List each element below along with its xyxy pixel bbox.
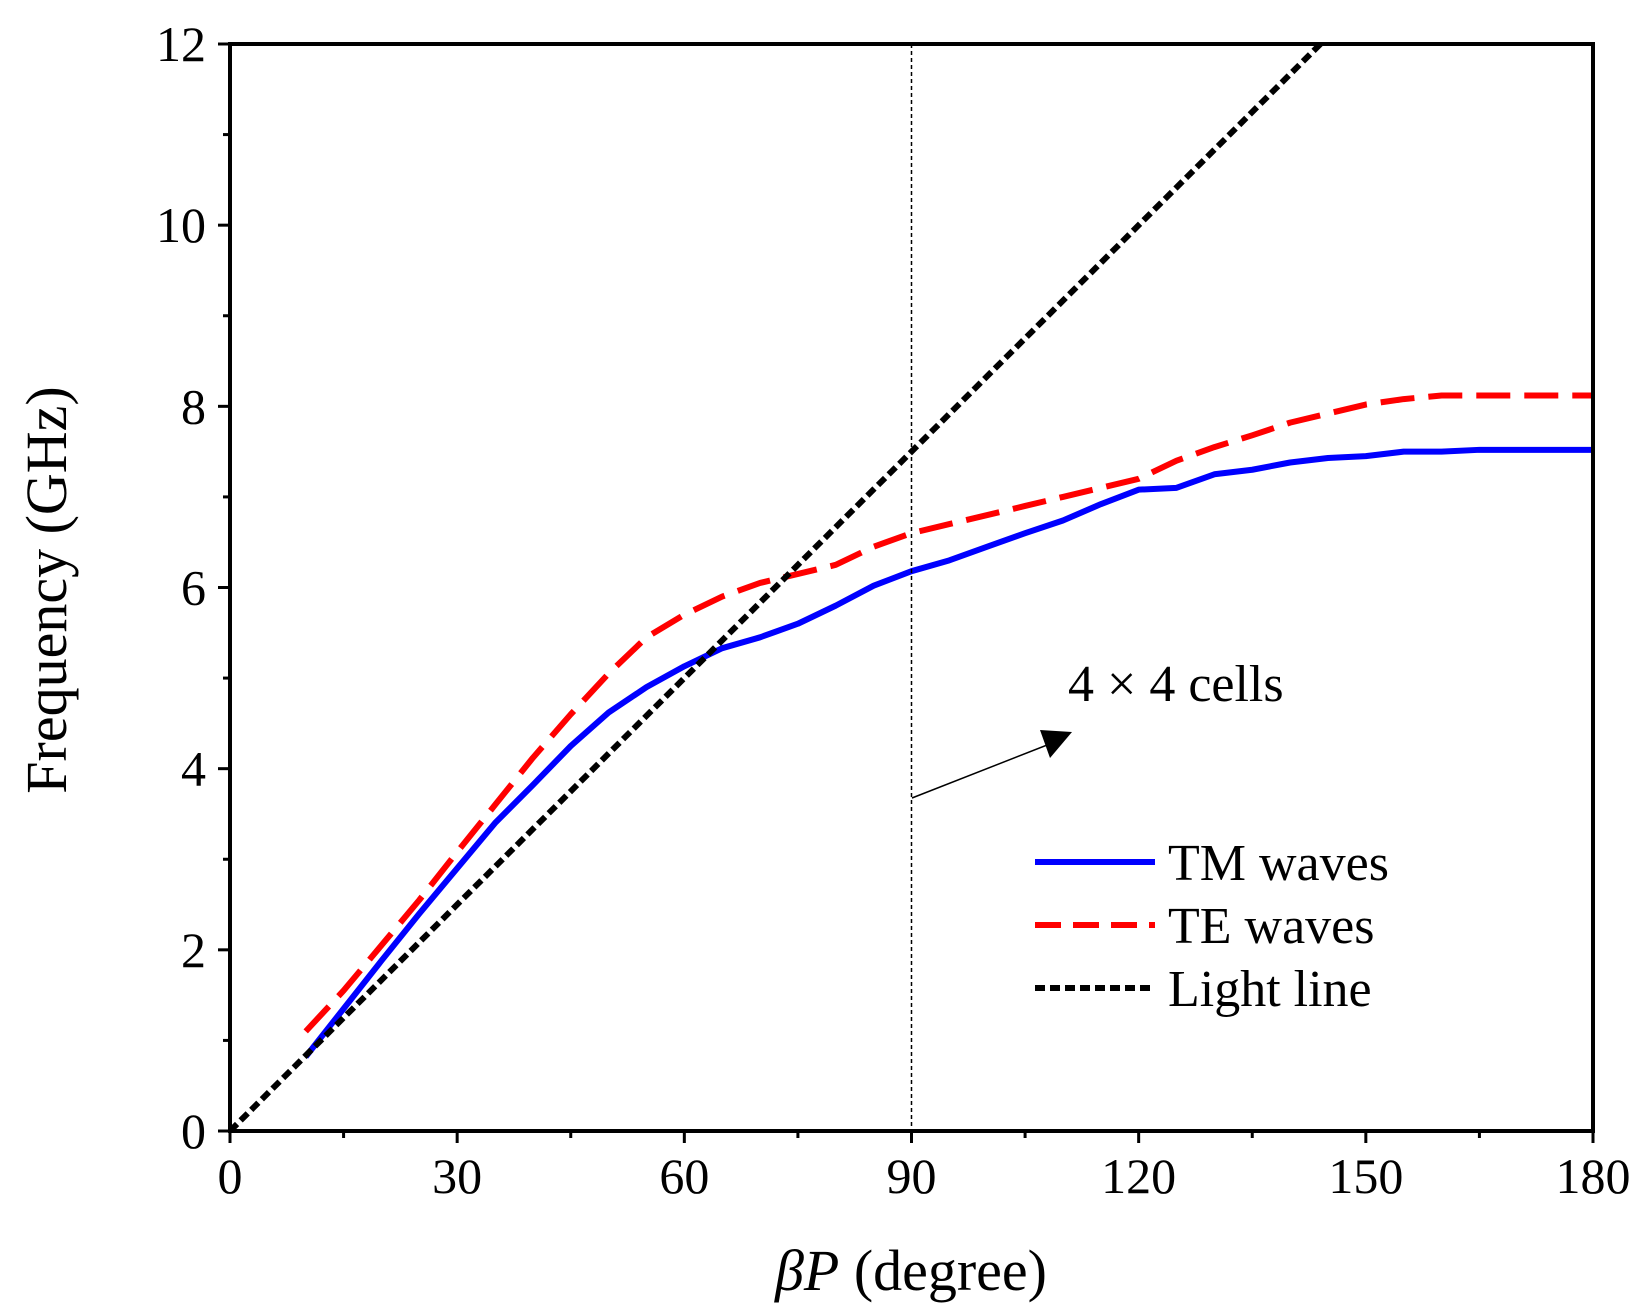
series-layer bbox=[230, 44, 1593, 1131]
annotation-label: 4 × 4 cells bbox=[1068, 656, 1284, 713]
annotation-arrowhead-icon bbox=[1040, 730, 1072, 758]
x-axis-title: βP (degree) bbox=[774, 1238, 1047, 1303]
x-axis-unit: (degree) bbox=[839, 1238, 1047, 1303]
y-tick-label: 4 bbox=[181, 741, 206, 797]
x-tick-label: 60 bbox=[659, 1148, 709, 1204]
ticks-layer: 0 30 60 90 120 150 180 0 2 4 6 8 10 12 bbox=[156, 16, 1631, 1204]
y-tick-label: 8 bbox=[181, 378, 206, 434]
series-line-tm-waves bbox=[303, 446, 1593, 1059]
x-tick-label: 120 bbox=[1101, 1148, 1176, 1204]
y-tick-label: 12 bbox=[156, 16, 206, 72]
y-tick-label: 0 bbox=[181, 1103, 206, 1159]
x-tick-label: 180 bbox=[1556, 1148, 1631, 1204]
y-tick-label: 2 bbox=[181, 922, 206, 978]
annotation-arrow bbox=[911, 736, 1066, 799]
legend-label-te: TE waves bbox=[1168, 898, 1374, 955]
y-axis-title: Frequency (GHz) bbox=[14, 386, 79, 793]
x-tick-label: 90 bbox=[887, 1148, 937, 1204]
legend: TM waves TE waves Light line bbox=[1035, 835, 1389, 1018]
series-line-te-waves bbox=[303, 392, 1593, 1034]
legend-label-tm: TM waves bbox=[1168, 835, 1389, 892]
y-tick-label: 6 bbox=[181, 560, 206, 616]
x-axis-symbol: βP bbox=[774, 1238, 839, 1303]
legend-label-light: Light line bbox=[1168, 961, 1372, 1018]
y-tick-label: 10 bbox=[156, 197, 206, 253]
x-tick-label: 150 bbox=[1328, 1148, 1403, 1204]
series-line-light-line bbox=[230, 44, 1323, 1131]
x-tick-label: 30 bbox=[432, 1148, 482, 1204]
x-tick-label: 0 bbox=[218, 1148, 243, 1204]
